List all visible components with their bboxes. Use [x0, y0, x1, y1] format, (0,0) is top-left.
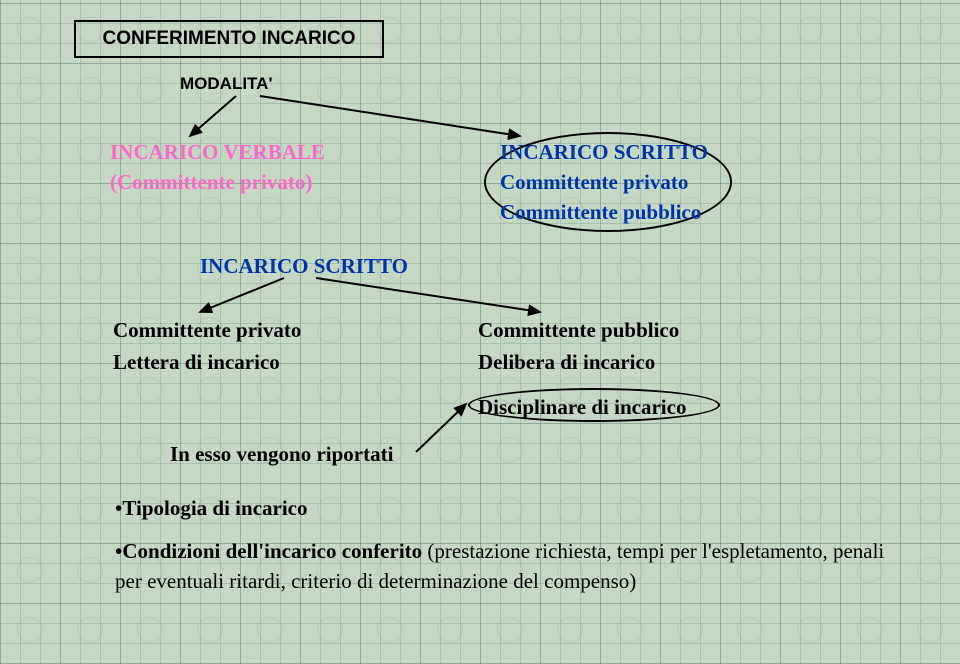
- node-disciplinare: Disciplinare di incarico: [478, 395, 686, 420]
- node-committente-privato-blue: Committente privato: [500, 170, 688, 195]
- node-in-esso: In esso vengono riportati: [170, 442, 393, 467]
- node-committente-pubblico-right: Committente pubblico: [478, 318, 679, 343]
- node-incarico-verbale: INCARICO VERBALE: [110, 140, 325, 165]
- title-box: CONFERIMENTO INCARICO: [74, 20, 384, 58]
- node-incarico-scritto-mid: INCARICO SCRITTO: [200, 254, 408, 279]
- node-incarico-scritto-top: INCARICO SCRITTO: [500, 140, 708, 165]
- bullet-condizioni: •Condizioni dell'incarico conferito (pre…: [115, 536, 885, 597]
- subtitle: MODALITA': [180, 74, 273, 94]
- title-text: CONFERIMENTO INCARICO: [103, 28, 356, 50]
- node-committente-pubblico-blue: Committente pubblico: [500, 200, 701, 225]
- node-committente-privato-pink: (Committente privato): [110, 170, 312, 195]
- node-committente-privato-left: Committente privato: [113, 318, 301, 343]
- diagram-stage: CONFERIMENTO INCARICO MODALITA' INCARICO…: [0, 0, 960, 664]
- node-lettera-di-incarico: Lettera di incarico: [113, 350, 280, 375]
- node-delibera-di-incarico: Delibera di incarico: [478, 350, 655, 375]
- bullet-tipologia: •Tipologia di incarico: [115, 496, 308, 521]
- bullet-condizioni-lead: •Condizioni dell'incarico conferito: [115, 539, 422, 563]
